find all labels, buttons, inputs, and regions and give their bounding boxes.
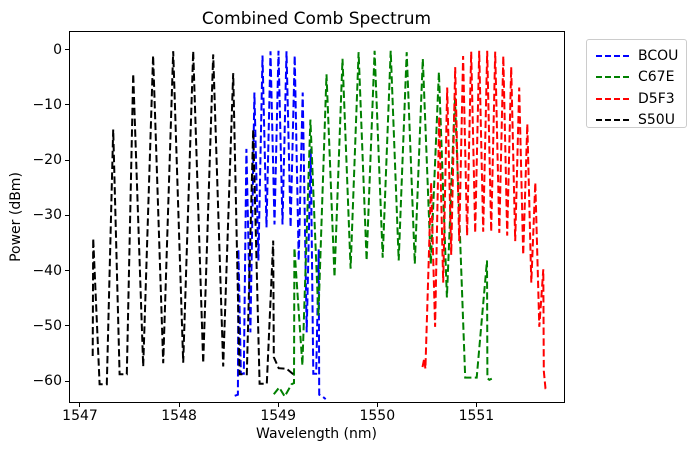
series-line-s50u <box>91 51 295 386</box>
x-tick-mark <box>475 402 477 407</box>
legend-item-label: S50U <box>638 112 675 129</box>
series-line-bcou <box>233 50 326 400</box>
legend-item-d5f3: D5F3 <box>587 88 686 110</box>
legend-line-sample-icon <box>596 97 629 100</box>
y-tick-mark <box>64 159 69 161</box>
legend-line-sample-icon <box>596 54 629 57</box>
y-tick-label: −20 <box>32 152 62 168</box>
x-tick-mark <box>79 402 81 407</box>
y-tick-mark <box>64 325 69 327</box>
x-tick-label: 1549 <box>260 408 296 424</box>
legend-line-sample-icon <box>596 119 629 122</box>
chart-title: Combined Comb Spectrum <box>201 9 432 29</box>
y-tick-label: −60 <box>32 373 62 389</box>
x-tick-label: 1547 <box>62 408 98 424</box>
legend-item-label: C67E <box>638 69 675 86</box>
y-tick-mark <box>64 214 69 216</box>
y-tick-mark <box>64 49 69 50</box>
y-tick-mark <box>64 104 69 106</box>
y-tick-label: −10 <box>32 96 62 113</box>
y-tick-mark <box>64 380 69 382</box>
legend-item-label: D5F3 <box>638 90 675 107</box>
y-tick-label: 0 <box>53 41 62 58</box>
x-tick-label: 1551 <box>458 408 495 424</box>
legend: BCOU C67E D5F3 S50U <box>586 39 687 128</box>
legend-item-bcou: BCOU <box>587 45 686 67</box>
plot-area <box>68 31 565 403</box>
y-tick-label: −40 <box>32 262 62 279</box>
x-tick-mark <box>376 402 378 407</box>
legend-line-sample-icon <box>596 76 629 79</box>
series-line-d5f3 <box>421 50 548 392</box>
x-axis-label: Wavelength (nm) <box>256 426 377 442</box>
legend-item-label: BCOU <box>638 47 679 64</box>
legend-item-c67e: C67E <box>587 67 686 89</box>
spectrum-plot <box>91 50 548 400</box>
x-tick-label: 1548 <box>161 408 197 424</box>
legend-item-s50u: S50U <box>587 110 686 132</box>
x-tick-mark <box>277 402 279 407</box>
series-line-c67e <box>272 50 492 399</box>
x-tick-mark <box>178 402 180 407</box>
y-tick-label: −50 <box>32 317 62 334</box>
x-tick-label: 1550 <box>359 408 396 424</box>
y-tick-mark <box>64 270 69 271</box>
y-tick-label: −30 <box>32 207 62 224</box>
